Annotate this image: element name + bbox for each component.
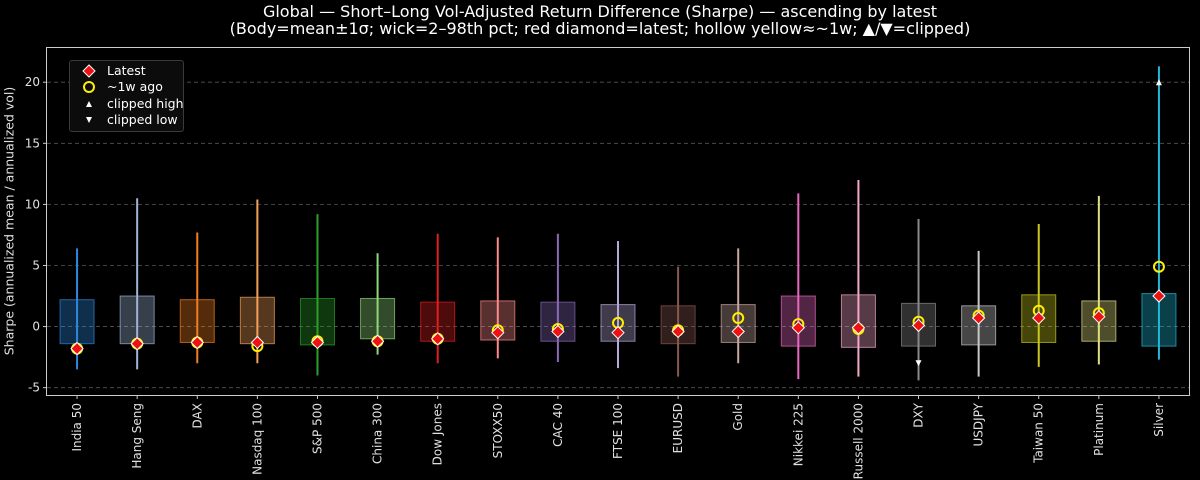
legend-item-latest: Latest — [70, 63, 183, 79]
box-group-gold — [720, 248, 756, 364]
legend-item-clipped-low: clipped low — [70, 112, 183, 128]
legend-label: ~1w ago — [107, 79, 163, 94]
y-tick-label: 5 — [32, 258, 40, 272]
y-tick-label: 10 — [25, 197, 40, 211]
box-group-russell-2000 — [840, 179, 876, 377]
latest-marker — [250, 335, 265, 350]
chart-title: Global — Short–Long Vol-Adjusted Return … — [262, 2, 938, 21]
down-triangle-icon — [86, 117, 92, 123]
latest-marker — [851, 321, 866, 335]
y-tick-label: 15 — [25, 136, 40, 150]
week-ago-marker — [732, 312, 745, 325]
latest-marker — [611, 325, 625, 340]
box-group-usdjpy — [961, 250, 997, 377]
latest-marker — [430, 332, 445, 346]
latest-marker — [190, 335, 204, 350]
latest-marker — [370, 334, 385, 348]
x-tick-label: FTSE 100 — [611, 403, 625, 459]
latest-marker — [791, 321, 806, 335]
x-tick-label: Taiwan 50 — [1032, 403, 1046, 464]
latest-marker — [671, 324, 685, 339]
latest-marker — [491, 325, 505, 340]
legend-item-week-ago: ~1w ago — [70, 79, 183, 95]
latest-marker — [911, 318, 926, 333]
x-tick-label: S&P 500 — [310, 403, 324, 454]
chart-subtitle: (Body=mean±1σ; wick=2–98th pct; red diam… — [229, 19, 971, 38]
x-tick-label: STOXX50 — [491, 403, 505, 458]
x-tick-label: DAX — [190, 403, 204, 428]
legend-item-clipped-high: clipped high — [70, 96, 184, 112]
x-tick-label: CAC 40 — [551, 403, 565, 447]
box-group-cac-40 — [540, 233, 576, 363]
y-tick-label: 0 — [32, 320, 40, 334]
x-tick-label: Platinum — [1092, 403, 1106, 456]
x-tick-label: India 50 — [70, 403, 84, 452]
box-group-dxy — [901, 219, 937, 381]
x-tick-label: DXY — [912, 402, 926, 427]
box-group-nikkei-225 — [780, 193, 816, 380]
box-group-dow-jones — [420, 233, 456, 364]
x-axis-ticks: India 50 Hang Seng DAX Nasdaq 100 S&P 500 Chi… — [70, 395, 1166, 479]
latest-marker — [130, 336, 144, 351]
box-group-platinum — [1081, 195, 1117, 365]
x-tick-label: Russell 2000 — [851, 403, 865, 479]
box-body — [840, 294, 876, 348]
box-group-taiwan-50 — [1021, 223, 1057, 367]
y-tick-label: 20 — [25, 75, 40, 89]
week-ago-marker — [1152, 260, 1165, 273]
latest-marker — [551, 324, 565, 339]
box-group-stoxx50 — [480, 237, 516, 359]
clipped-low-marker — [915, 360, 922, 367]
y-axis-ticks: -5 0 5 10 15 20 — [25, 75, 47, 395]
x-tick-label: USDJPY — [972, 402, 986, 446]
x-tick-label: Nasdaq 100 — [250, 403, 264, 475]
x-tick-label: Gold — [731, 403, 745, 431]
legend-label: clipped high — [107, 96, 184, 111]
latest-marker — [731, 324, 745, 339]
hollow-circle-icon — [83, 81, 95, 93]
box-body — [119, 295, 155, 345]
legend-label: Latest — [107, 63, 146, 78]
chart-marks — [59, 66, 1177, 381]
y-tick-label: -5 — [28, 381, 40, 395]
box-group-india-50 — [59, 248, 95, 370]
x-tick-label: Silver — [1152, 403, 1166, 437]
latest-marker — [1152, 289, 1166, 303]
box-body — [360, 297, 396, 340]
box-group-china-300 — [360, 253, 396, 355]
box-group-nasdaq-100 — [239, 199, 275, 364]
latest-marker — [70, 341, 84, 356]
latest-marker — [1092, 310, 1106, 324]
clipped-high-marker — [1155, 79, 1162, 86]
box-body — [59, 299, 95, 345]
legend: Latest ~1w ago clipped high clipped low — [69, 60, 184, 132]
red-diamond-icon — [82, 64, 96, 78]
latest-marker — [1032, 311, 1046, 325]
box-body — [780, 295, 816, 347]
legend-label: clipped low — [107, 112, 178, 127]
box-group-ftse-100 — [600, 241, 636, 369]
x-tick-label: EURUSD — [671, 403, 685, 453]
x-tick-label: Dow Jones — [431, 403, 445, 465]
x-tick-label: Hang Seng — [130, 403, 144, 469]
box-group-silver — [1141, 66, 1177, 360]
box-group-s-p-500 — [299, 214, 335, 376]
latest-marker — [310, 335, 325, 350]
latest-marker — [971, 311, 986, 325]
box-group-eurusd — [660, 266, 696, 377]
box-group-dax — [179, 232, 215, 364]
up-triangle-icon — [86, 101, 92, 107]
x-tick-label: Nikkei 225 — [791, 403, 805, 466]
x-tick-label: China 300 — [371, 403, 385, 464]
box-group-hang-seng — [119, 198, 155, 370]
